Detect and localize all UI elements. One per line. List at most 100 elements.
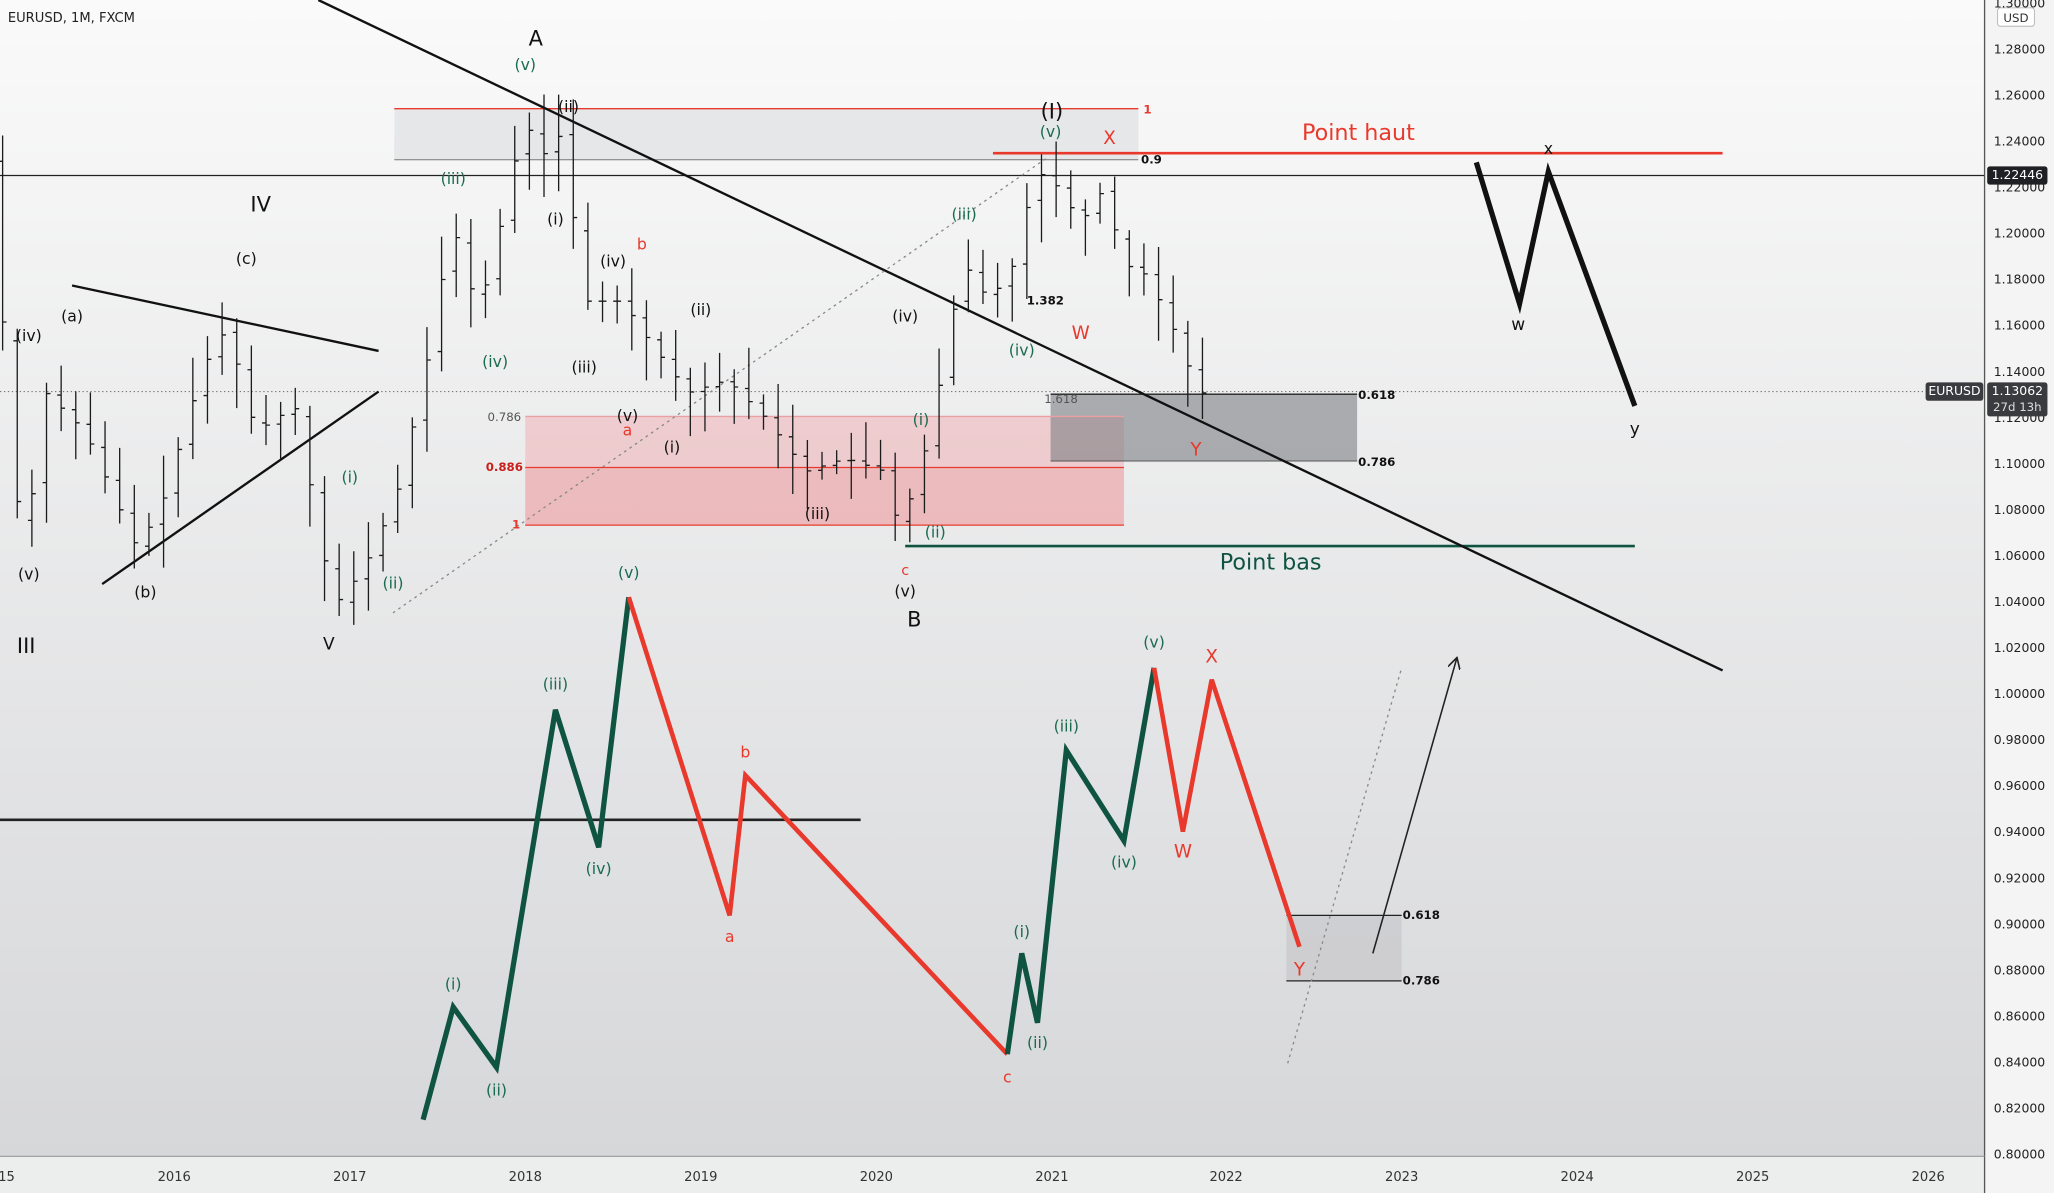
time-label: 2016: [158, 1170, 191, 1185]
symbol-tag: EURUSD: [1928, 383, 1980, 398]
time-label: 2019: [684, 1170, 717, 1185]
ohlc-bar: [788, 404, 797, 495]
wave-label: (a): [61, 306, 83, 325]
wave-label: A: [529, 26, 544, 50]
wave-label: 0.786: [1403, 973, 1440, 987]
price-label: 0.96000: [1994, 778, 2046, 793]
wave-label: (iii): [805, 504, 830, 523]
time-label: 2024: [1561, 1170, 1594, 1185]
ohlc-bar: [379, 512, 387, 572]
price-label: 0.80000: [1994, 1147, 2046, 1162]
ohlc-bar: [1110, 176, 1119, 249]
ohlc-bar: [847, 432, 856, 499]
ohlc-bar: [13, 328, 22, 519]
ohlc-bar: [218, 302, 227, 375]
wave-label: Point bas: [1220, 550, 1322, 576]
time-label: 15: [0, 1170, 15, 1185]
wave-label: 1.618: [1044, 392, 1078, 406]
wave-label: W: [1072, 323, 1090, 344]
wave-label: (iv): [892, 306, 918, 325]
price-label: 1.02000: [1994, 640, 2046, 655]
wave-label: (iv): [600, 251, 626, 270]
ohlc-bar: [613, 285, 622, 324]
wave-label: (iv): [1009, 340, 1035, 359]
price-label: 0.82000: [1994, 1100, 2046, 1115]
wave-label: (ii): [486, 1080, 507, 1099]
ohlc-bar: [1008, 258, 1017, 322]
ohlc-bar: [364, 522, 373, 611]
ohlc-bar: [262, 394, 270, 446]
wave-label: a: [725, 927, 735, 946]
current-price-tag: 1.13062: [1992, 383, 2043, 398]
ohlc-bar: [1066, 170, 1075, 229]
wave-label: 0.9: [1141, 152, 1162, 166]
plot-background: [0, 0, 1985, 1157]
wave-label: Y: [1189, 439, 1202, 460]
ohlc-bar: [935, 348, 944, 459]
wave-label: y: [1630, 420, 1640, 440]
wave-label: B: [907, 608, 921, 632]
ohlc-bar: [657, 331, 665, 379]
time-label: 2018: [509, 1170, 542, 1185]
ohlc-bar: [540, 94, 548, 197]
schema-correction: [1151, 667, 1302, 948]
ohlc-bar: [349, 551, 358, 625]
currency-label: USD: [2003, 11, 2028, 25]
ohlc-bar: [247, 345, 256, 434]
ohlc-bar: [964, 239, 973, 313]
wave-label: (ii): [558, 97, 579, 116]
ohlc-bar: [744, 347, 753, 420]
wave-label: 1: [1143, 103, 1151, 117]
time-label: 2017: [333, 1170, 366, 1185]
wave-label: (v): [18, 564, 40, 583]
wave-label: x: [1544, 139, 1553, 158]
ohlc-bar: [276, 401, 285, 461]
wave-label: (ii): [1027, 1033, 1048, 1052]
time-axis-background: [0, 1156, 1985, 1193]
ohlc-bar: [1125, 230, 1134, 297]
price-label: 1.14000: [1994, 364, 2046, 379]
tag-bg: [1987, 166, 2048, 185]
zone-pink: [525, 416, 1124, 526]
ohlc-bar: [496, 208, 505, 296]
ohlc-bar: [759, 394, 768, 430]
wave-label: 0.786: [1358, 455, 1395, 469]
ohlc-bar: [993, 262, 1002, 318]
ohlc-bar: [174, 437, 183, 518]
ohlc-bar: [1081, 199, 1090, 256]
time-label: 2022: [1209, 1170, 1242, 1185]
ohlc-bar: [145, 512, 153, 556]
zone-top: [394, 108, 1139, 160]
wave-label: (iv): [1111, 852, 1137, 871]
ohlc-bar: [466, 219, 475, 328]
currency-box: [1997, 7, 2035, 27]
ohlc-bar: [671, 330, 680, 401]
wave-label: (iii): [1054, 716, 1079, 735]
ohlc-bar: [832, 450, 841, 475]
ohlc-bar: [452, 213, 461, 298]
ohlc-bar: [730, 369, 739, 424]
ohlc-bar: [818, 451, 826, 480]
ohlc-bar: [101, 421, 109, 494]
wave-label: 0.618: [1403, 908, 1440, 922]
ohlc-bar: [876, 439, 885, 480]
ohlc-bar: [481, 260, 490, 319]
wave-label: (v): [515, 55, 537, 74]
triangle-line: [71, 284, 379, 353]
ohlc-bar: [305, 405, 314, 527]
price-label: 0.86000: [1994, 1008, 2046, 1023]
trendline: [317, 0, 1724, 672]
price-label: 1.18000: [1994, 272, 2046, 287]
wave-label: (ii): [925, 522, 946, 541]
projection-wave: [1473, 161, 1638, 407]
time-label: 2025: [1736, 1170, 1769, 1185]
wave-label: b: [740, 742, 750, 761]
wave-label: 0.786: [487, 410, 521, 424]
wave-label: (iii): [572, 357, 597, 376]
ohlc-bar: [320, 476, 329, 602]
price-label: 1.08000: [1994, 502, 2046, 517]
ohlc-bar: [949, 295, 958, 386]
ohlc-bar: [1022, 183, 1031, 300]
ohlc-bar: [510, 125, 519, 233]
ohlc-bar: [1096, 182, 1104, 224]
